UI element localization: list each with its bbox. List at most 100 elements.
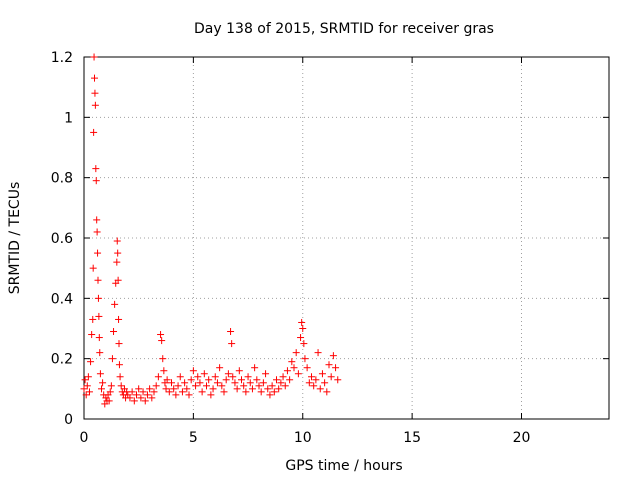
data-point xyxy=(99,379,107,387)
data-point xyxy=(115,340,123,348)
data-point xyxy=(133,391,140,399)
data-point xyxy=(222,376,230,384)
data-point xyxy=(96,370,104,378)
data-point xyxy=(240,382,248,390)
data-point xyxy=(141,397,149,405)
data-point xyxy=(98,385,105,393)
data-point xyxy=(332,364,340,372)
data-point xyxy=(116,373,124,381)
data-point xyxy=(83,382,91,390)
data-point xyxy=(297,334,305,342)
data-point xyxy=(213,379,221,387)
data-point xyxy=(137,394,145,402)
data-point xyxy=(91,101,99,109)
data-point xyxy=(318,370,326,378)
data-point xyxy=(185,391,193,399)
data-point xyxy=(312,376,320,384)
data-point xyxy=(87,358,95,366)
y-tick-label: 0.8 xyxy=(51,171,73,187)
data-point xyxy=(106,388,114,396)
data-point xyxy=(150,388,158,396)
data-point xyxy=(162,385,170,393)
y-tick-label: 1 xyxy=(64,110,73,126)
data-point xyxy=(95,312,103,320)
data-point xyxy=(174,382,182,390)
data-point xyxy=(248,385,256,393)
data-point xyxy=(257,388,265,396)
data-point xyxy=(231,379,239,387)
data-point xyxy=(183,385,191,393)
data-point xyxy=(273,376,280,384)
data-point xyxy=(198,388,206,396)
data-point xyxy=(259,379,267,387)
data-point xyxy=(277,379,285,387)
data-point xyxy=(305,379,313,387)
data-point xyxy=(91,74,98,82)
data-point xyxy=(200,370,208,378)
x-tick-label: 10 xyxy=(294,430,312,446)
data-point xyxy=(143,391,151,399)
data-point xyxy=(111,300,119,308)
data-point xyxy=(90,128,98,136)
data-point xyxy=(224,370,232,378)
data-point xyxy=(308,373,315,381)
data-point xyxy=(168,379,175,387)
x-tick-label: 5 xyxy=(189,430,198,446)
data-point xyxy=(81,376,89,384)
data-point xyxy=(262,370,270,378)
data-point xyxy=(94,276,102,284)
data-point xyxy=(178,388,186,396)
data-point xyxy=(146,385,154,393)
data-point xyxy=(80,385,88,393)
x-axis-ticks: 0 5 10 15 20 xyxy=(80,57,531,446)
data-point xyxy=(292,349,300,357)
data-point xyxy=(279,373,287,381)
data-point xyxy=(275,385,283,393)
x-tick-label: 20 xyxy=(513,430,531,446)
data-point xyxy=(107,382,115,390)
data-point xyxy=(270,388,278,396)
data-point xyxy=(90,53,98,61)
data-point xyxy=(105,397,113,405)
data-point xyxy=(288,358,296,366)
data-point xyxy=(189,367,197,375)
data-point xyxy=(89,264,97,272)
data-point xyxy=(117,382,125,390)
data-point xyxy=(94,249,102,257)
data-point xyxy=(152,382,160,390)
y-tick-label: 1.2 xyxy=(51,50,73,66)
data-point xyxy=(310,382,318,390)
data-point xyxy=(113,258,121,266)
data-point xyxy=(160,367,168,375)
y-tick-label: 0 xyxy=(64,412,73,428)
data-point xyxy=(205,376,213,384)
data-point xyxy=(235,367,243,375)
data-point xyxy=(299,325,307,332)
data-point xyxy=(115,361,123,369)
y-axis-ticks: 0 0.2 0.4 0.6 0.8 1 1.2 xyxy=(51,50,609,428)
data-point xyxy=(298,318,306,326)
data-point xyxy=(91,89,99,97)
data-point xyxy=(303,364,311,372)
x-tick-label: 0 xyxy=(80,430,89,446)
data-point xyxy=(181,379,189,387)
data-point xyxy=(84,373,92,381)
data-point xyxy=(194,373,202,381)
data-point xyxy=(327,373,335,381)
data-point xyxy=(242,388,250,396)
data-point xyxy=(157,331,165,339)
data-point xyxy=(266,391,274,399)
data-point xyxy=(268,382,276,390)
data-point xyxy=(135,385,143,393)
data-point xyxy=(216,364,224,372)
data-point xyxy=(209,385,217,393)
data-point xyxy=(158,337,166,345)
data-point xyxy=(233,385,241,393)
data-point xyxy=(329,352,337,360)
y-tick-label: 0.6 xyxy=(51,231,73,247)
data-point xyxy=(211,373,219,381)
data-point xyxy=(229,373,237,381)
data-point xyxy=(300,340,308,348)
data-point xyxy=(290,364,298,372)
